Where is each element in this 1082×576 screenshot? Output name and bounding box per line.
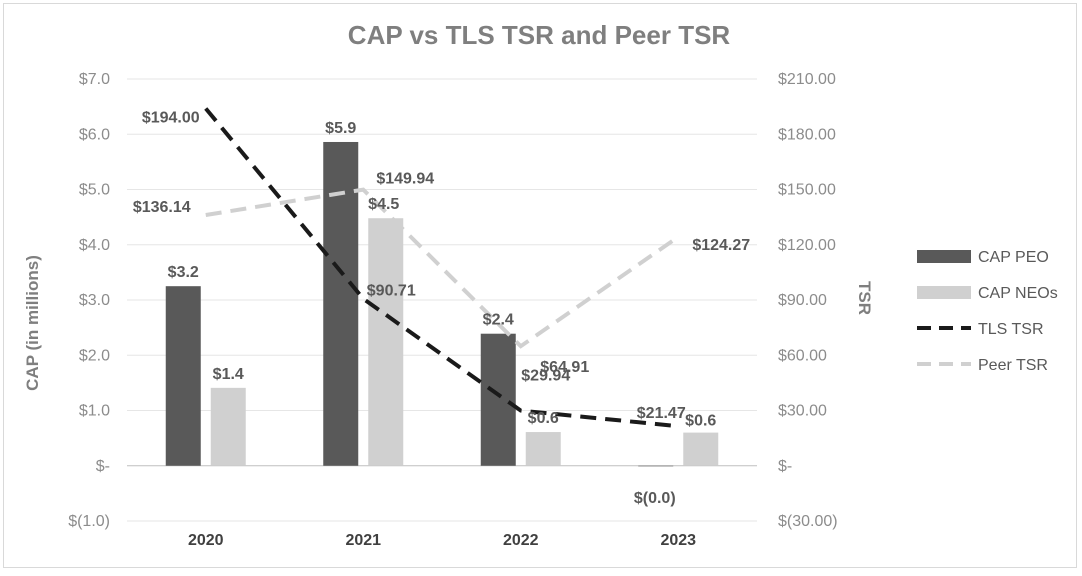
data-label-tls-tsr: $194.00 [142,109,200,126]
data-label-peer-tsr: $124.27 [692,237,750,254]
y2-tick-label: $30.00 [778,403,827,420]
bar-cap-neos [368,218,404,466]
data-label-cap-peo: $3.2 [168,264,199,281]
y-axis-ticks: $(1.0) $- $1.0 $2.0 $3.0 $4.0 $5.0 $6.0 $7.0 [68,71,110,530]
y-tick-label: $4.0 [79,237,110,254]
line-peer-tsr [205,187,680,349]
data-label-cap-neos: $0.6 [528,410,559,427]
bar-cap-peo [480,333,516,466]
data-label-tls-tsr: $29.94 [521,368,570,385]
y-tick-label: $7.0 [79,71,110,88]
y2-tick-label: $120.00 [778,237,836,254]
bar-cap-neos [683,432,719,466]
data-label-tls-tsr: $90.71 [367,283,416,300]
legend-label-peer-tsr: Peer TSR [978,357,1048,374]
line-tls-tsr [204,107,679,429]
bar-cap-neos [210,387,246,466]
bars [165,141,719,467]
y2-tick-label: $150.00 [778,182,836,199]
y-tick-label: $6.0 [79,126,110,143]
y2-tick-label: $- [778,458,792,475]
data-label-peer-tsr: $64.91 [540,359,589,376]
chart-frame [3,3,1077,568]
y-tick-label: $(1.0) [68,513,110,530]
y-tick-label: $5.0 [79,182,110,199]
y2-tick-label: $(30.00) [778,513,838,530]
y2-axis-ticks: $(30.00) $- $30.00 $60.00 $90.00 $120.00 $150.… [778,71,838,530]
y-tick-label: $- [96,458,110,475]
legend-label-cap-peo: CAP PEO [978,249,1049,266]
lines [204,107,680,429]
data-label-cap-peo: $(0.0) [634,490,676,507]
y-tick-label: $1.0 [79,403,110,420]
legend-swatch-cap-neos [917,286,971,299]
data-label-peer-tsr: $136.14 [133,199,191,216]
y2-tick-label: $90.00 [778,292,827,309]
data-label-cap-neos: $0.6 [685,413,716,430]
x-tick-label: 2023 [660,532,696,549]
chart-title: CAP vs TLS TSR and Peer TSR [348,20,731,50]
y-axis-title: CAP (in millions) [23,255,42,391]
bar-cap-neos [525,432,561,466]
data-labels: $3.2 $5.9 $2.4 $(0.0) $1.4 $4.5 $0.6 $0.6 $194.0… [133,109,750,506]
y-tick-label: $3.0 [79,292,110,309]
data-label-tls-tsr: $21.47 [637,405,686,422]
legend-label-cap-neos: CAP NEOs [978,285,1058,302]
bar-cap-peo [165,286,201,466]
x-tick-label: 2020 [188,532,224,549]
bar-cap-peo [323,141,359,466]
bar-cap-peo [638,465,674,467]
x-tick-label: 2021 [345,532,381,549]
y2-axis-title: TSR [855,281,874,315]
data-label-cap-peo: $2.4 [483,312,514,329]
y2-tick-label: $60.00 [778,347,827,364]
y2-tick-label: $210.00 [778,71,836,88]
legend-label-tls-tsr: TLS TSR [978,321,1044,338]
y-tick-label: $2.0 [79,347,110,364]
y2-tick-label: $180.00 [778,126,836,143]
data-label-peer-tsr: $149.94 [376,171,434,188]
legend-swatch-cap-peo [917,250,971,263]
data-label-cap-neos: $1.4 [213,366,244,383]
legend: CAP PEO CAP NEOs TLS TSR Peer TSR [917,249,1058,374]
data-label-cap-neos: $4.5 [368,196,399,213]
data-label-cap-peo: $5.9 [325,120,356,137]
x-tick-label: 2022 [503,532,539,549]
x-axis-ticks: 2020 2021 2022 2023 [188,532,696,549]
